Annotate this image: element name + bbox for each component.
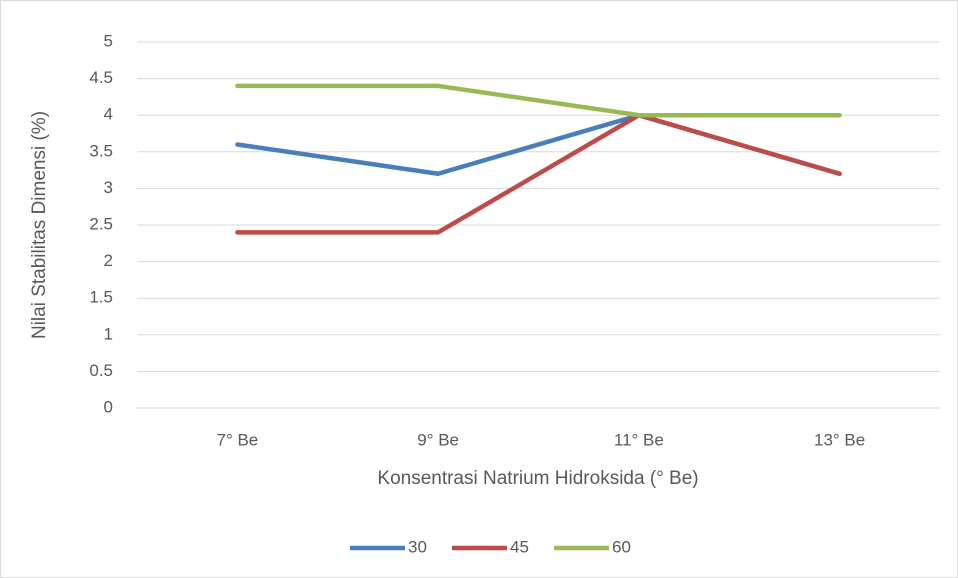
y-tick-label: 0.5 <box>89 361 113 380</box>
series-line <box>235 83 842 118</box>
x-tick-label: 9° Be <box>417 430 459 449</box>
x-tick-label: 7° Be <box>216 430 258 449</box>
y-tick-label: 3.5 <box>89 141 113 160</box>
y-tick-label: 2.5 <box>89 214 113 233</box>
legend-label: 60 <box>612 537 631 556</box>
x-tick-label: 13° Be <box>814 430 865 449</box>
legend-label: 30 <box>408 537 427 556</box>
x-tick-label: 11° Be <box>614 430 664 449</box>
y-tick-label: 4.5 <box>89 68 113 87</box>
y-tick-label: 4 <box>104 105 113 124</box>
legend-label: 45 <box>510 537 529 556</box>
y-tick-label: 3 <box>104 178 113 197</box>
y-tick-label: 5 <box>104 31 113 50</box>
x-axis-title: Konsentrasi Natrium Hidroksida (° Be) <box>377 468 698 489</box>
series-line <box>235 112 842 235</box>
y-axis-title: Nilai Stabilitas Dimensi (%) <box>29 111 50 339</box>
y-tick-label: 1 <box>104 324 113 343</box>
y-tick-label: 2 <box>104 251 113 270</box>
y-tick-label: 1.5 <box>89 288 113 307</box>
y-tick-label: 0 <box>104 397 113 416</box>
